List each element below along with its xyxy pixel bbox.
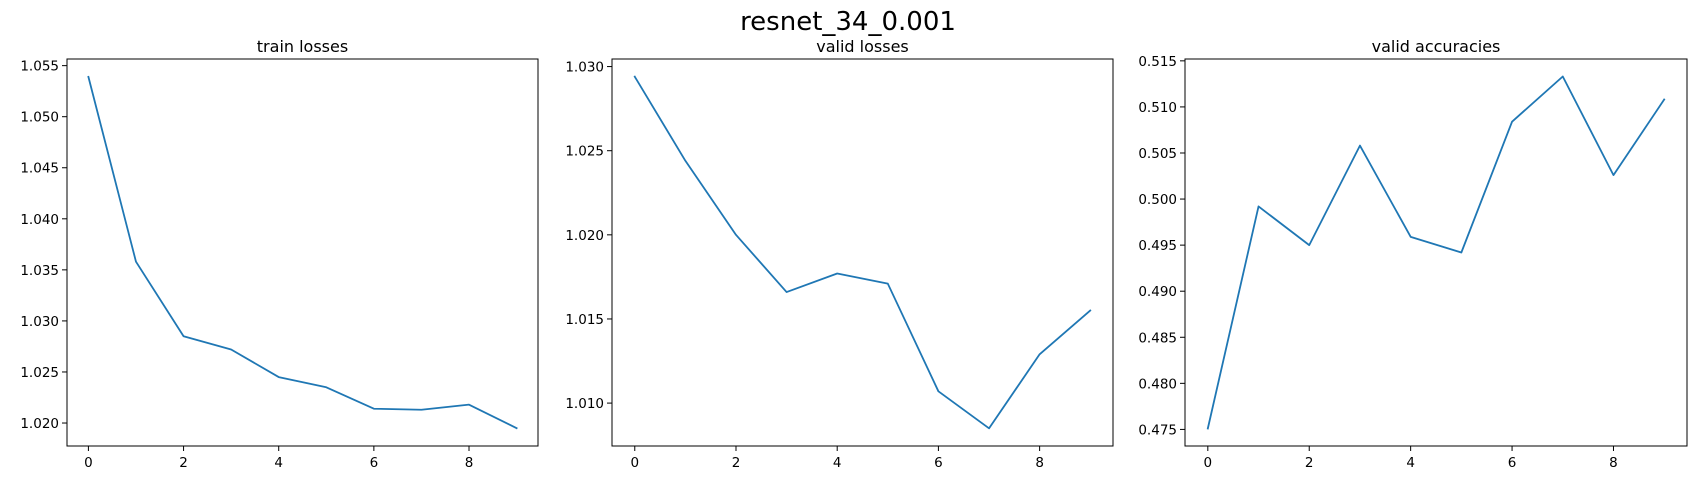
x-tick-label: 4 — [1406, 455, 1415, 471]
y-tick-label: 1.025 — [20, 365, 59, 381]
y-tick-label: 0.475 — [1138, 422, 1177, 438]
y-tick-label: 1.045 — [20, 161, 59, 177]
series-line — [87, 75, 518, 430]
x-tick-label: 6 — [1508, 455, 1517, 471]
figure-suptitle: resnet_34_0.001 — [740, 7, 956, 37]
x-tick-label: 2 — [732, 455, 741, 471]
subplot-1: train losses 1.020 1.025 1.030 1.035 1.040 1.0… — [20, 37, 539, 471]
y-tick-label: 0.495 — [1138, 238, 1177, 254]
y-tick-label: 1.055 — [20, 59, 59, 75]
series-line — [633, 75, 1092, 430]
y-tick-label: 1.035 — [20, 263, 59, 279]
series-line — [1206, 75, 1666, 430]
subplot-title: valid accuracies — [1372, 37, 1501, 56]
y-tick-label: 1.030 — [20, 314, 59, 330]
subplot-title: valid losses — [816, 37, 909, 56]
y-tick-label: 1.025 — [565, 144, 604, 160]
y-tick-label: 1.015 — [565, 312, 604, 328]
y-tick-label: 1.020 — [565, 228, 604, 244]
subplot-2: valid losses 1.010 1.015 1.020 1.025 1.030 0 2 4… — [565, 37, 1114, 471]
y-tick-label: 0.485 — [1138, 330, 1177, 346]
x-tick-label: 0 — [84, 455, 93, 471]
y-tick-label: 1.050 — [20, 110, 59, 126]
x-tick-label: 2 — [179, 455, 188, 471]
y-tick-label: 0.515 — [1138, 54, 1177, 70]
x-tick-label: 6 — [934, 455, 943, 471]
x-tick-label: 4 — [833, 455, 842, 471]
x-tick-label: 8 — [465, 455, 474, 471]
x-tick-label: 2 — [1305, 455, 1314, 471]
y-tick-label: 0.500 — [1138, 192, 1177, 208]
y-tick-label: 0.480 — [1138, 376, 1177, 392]
y-tick-label: 1.030 — [565, 60, 604, 76]
y-tick-label: 0.505 — [1138, 146, 1177, 162]
y-tick-label: 0.510 — [1138, 100, 1177, 116]
subplots: train losses 1.020 1.025 1.030 1.035 1.040 1.0… — [20, 37, 1688, 471]
subplot-3: valid accuracies 0.475 0.480 0.485 0.490 0.49… — [1138, 37, 1688, 471]
y-tick-label: 1.020 — [20, 416, 59, 432]
x-tick-label: 4 — [274, 455, 283, 471]
x-tick-label: 8 — [1609, 455, 1618, 471]
x-tick-label: 8 — [1035, 455, 1044, 471]
x-tick-label: 0 — [1204, 455, 1213, 471]
x-tick-label: 6 — [370, 455, 379, 471]
y-tick-label: 0.490 — [1138, 284, 1177, 300]
subplot-title: train losses — [257, 37, 348, 56]
y-tick-label: 1.040 — [20, 212, 59, 228]
x-tick-label: 0 — [630, 455, 639, 471]
axes-frame — [611, 58, 1114, 447]
axes-frame — [66, 58, 539, 447]
y-tick-label: 1.010 — [565, 396, 604, 412]
axes-frame — [1184, 58, 1688, 447]
